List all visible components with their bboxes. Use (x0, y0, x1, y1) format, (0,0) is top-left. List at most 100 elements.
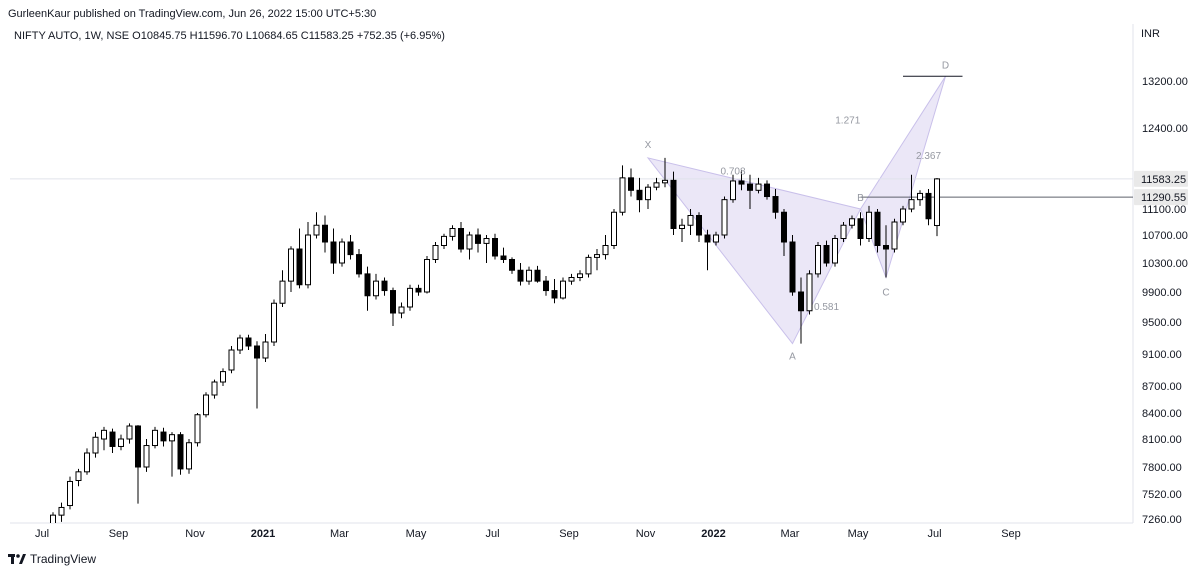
candle-up (934, 178, 940, 227)
candle-down (781, 211, 787, 243)
candle-up (67, 480, 73, 507)
last-price-badge-bg (1134, 170, 1188, 187)
horizontal-levels[interactable] (10, 75, 1133, 198)
candle-down (543, 280, 549, 292)
x-tick-label: 2022 (701, 528, 725, 540)
pattern-point-label: C (882, 288, 889, 299)
candle-down (356, 254, 362, 275)
candle-down (245, 337, 252, 347)
candle-up (840, 224, 847, 239)
x-tick-label: Sep (559, 528, 579, 540)
y-tick-label: 9100.00 (1142, 349, 1182, 361)
candle-up (449, 228, 456, 237)
candle-up (84, 452, 90, 473)
footer-brand[interactable]: TradingView (8, 549, 96, 569)
x-tick-label: Sep (109, 528, 129, 540)
y-tick-label: 8100.00 (1142, 434, 1182, 446)
candle-up (619, 177, 626, 213)
candle-down (109, 431, 116, 447)
candle-up (305, 234, 311, 286)
candle-down (738, 180, 745, 185)
candle-up (891, 221, 898, 250)
candle-down (509, 259, 515, 271)
x-tick-label: May (848, 528, 869, 540)
candle-down (883, 245, 889, 250)
candle-down (330, 241, 337, 264)
candle-up (849, 218, 855, 226)
candle-up (220, 371, 226, 383)
candle-down (517, 269, 524, 282)
y-tick-label: 8400.00 (1142, 408, 1182, 420)
pattern-labels: X A B C D 0.708 0.581 1.271 2.367 (645, 60, 949, 362)
candle-up (662, 179, 668, 184)
candle-down (534, 269, 541, 282)
candles (50, 157, 940, 523)
candle-down (177, 434, 184, 470)
candle-down (551, 290, 558, 299)
candle-up (645, 186, 651, 201)
candle-down (135, 425, 141, 468)
candle-down (636, 189, 643, 201)
candle-up (143, 445, 150, 468)
candle-up (407, 287, 413, 308)
x-tick-label: Nov (636, 528, 656, 540)
currency-label: INR (1141, 28, 1160, 40)
candle-down (789, 241, 796, 293)
candle-up (568, 277, 575, 282)
pattern-ratio-label: 1.271 (835, 115, 860, 126)
candle-down (296, 248, 303, 286)
x-tick-label: Mar (330, 528, 349, 540)
y-tick-label: 11100.00 (1142, 204, 1186, 216)
candle-up (730, 180, 736, 201)
candle-down (492, 238, 498, 257)
candle-up (211, 381, 218, 396)
candle-up (687, 215, 694, 226)
candle-down (364, 273, 371, 297)
price-axis[interactable]: 13200.00 12400.00 11100.00 10700.00 10300.00… (1134, 76, 1188, 526)
candle-down (874, 211, 881, 246)
candle-up (526, 269, 532, 282)
last-price-badge: 11583.25 (1134, 170, 1188, 187)
candle-up (917, 192, 923, 201)
pattern-bcd-triangle (859, 76, 946, 280)
pattern-point-label: B (857, 193, 864, 204)
candle-up (466, 234, 473, 250)
candle-down (458, 228, 464, 250)
level-price-badge-bg (1134, 189, 1188, 206)
y-tick-label: 7520.00 (1142, 489, 1182, 501)
candle-up (577, 273, 583, 278)
candle-up (866, 211, 872, 239)
candle-up (262, 341, 269, 359)
candle-up (271, 302, 277, 343)
candle-up (58, 506, 65, 516)
y-tick-label: 10300.00 (1142, 258, 1188, 270)
candle-up (432, 245, 439, 260)
level-price-badge: 11290.55 (1134, 189, 1188, 206)
candle-down (160, 431, 167, 442)
candle-down (254, 345, 260, 359)
candle-down (670, 179, 677, 229)
x-tick-label: 2021 (251, 528, 275, 540)
x-tick-label: Jul (485, 528, 499, 540)
candle-up (92, 436, 99, 454)
candle-up (118, 438, 124, 447)
time-axis[interactable]: Jul Sep Nov 2021 Mar May Jul Sep Nov 2022 Mar May Ju… (35, 528, 1021, 540)
candle-up (313, 224, 320, 236)
candle-up (653, 182, 660, 188)
candle-up (126, 425, 133, 440)
candle-up (152, 429, 158, 447)
candle-up (424, 259, 430, 293)
candle-up (806, 273, 813, 312)
pattern-ratio-label: 0.581 (814, 302, 839, 313)
candle-down (925, 192, 932, 220)
candle-down (381, 280, 388, 292)
x-tick-label: Jul (35, 528, 49, 540)
candle-up (169, 434, 175, 442)
symbol-ohlc-line: NIFTY AUTO, 1W, NSE O10845.75 H11596.70 … (14, 30, 445, 42)
candle-down (857, 218, 864, 239)
y-tick-label: 7800.00 (1142, 462, 1182, 474)
x-tick-label: May (406, 528, 427, 540)
candle-up (560, 280, 566, 299)
